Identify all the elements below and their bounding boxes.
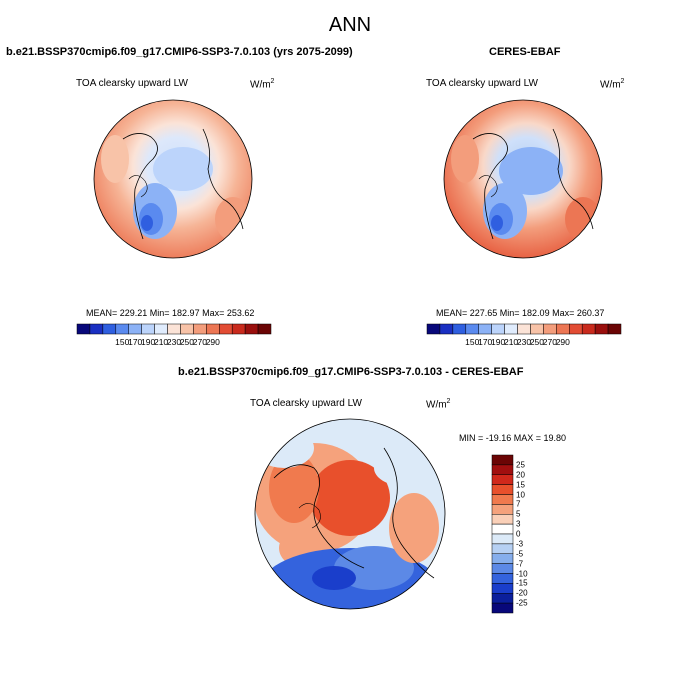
colorbar-3-swatch [491,523,514,535]
colorbar-1-swatch [115,323,129,335]
panel-1-stats: MEAN= 229.21 Min= 182.97 Max= 253.62 [86,308,255,318]
colorbar-1-swatch [128,323,142,335]
colorbar-1-tick-label: 290 [205,337,220,347]
colorbar-2-tick-label: 250 [529,337,545,347]
colorbar-3-swatch [491,543,514,554]
colorbar-1-swatch [231,323,246,335]
panel-3-polar-map [254,418,446,610]
colorbar-1-swatch [219,323,233,335]
colorbar-3-swatch [491,553,514,564]
colorbar-3-swatch [491,504,514,515]
colorbar-3-tick-label: 7 [516,499,521,509]
colorbar-2-tick-label: 170 [478,337,493,347]
colorbar-2-tick-label: 210 [503,337,519,347]
colorbar-2-tick-label: 270 [542,337,557,347]
colorbar-1-swatch [244,323,259,335]
colorbar-2-swatch [556,323,570,335]
colorbar-1-tick-label: 250 [179,337,195,347]
colorbar-3-swatch [491,514,514,525]
colorbar-1-tick-label: 150 [115,337,130,347]
colorbar-3-swatch [491,474,514,485]
panel-2-polar-map [443,99,603,259]
panel-1-variable-label: TOA clearsky upward LW [76,78,188,89]
panel-2-stats: MEAN= 227.65 Min= 182.09 Max= 260.37 [436,308,605,318]
panel-1-colorbar [76,323,272,335]
colorbar-1-tick-label: 230 [166,337,182,347]
colorbar-3-swatch [491,484,514,495]
colorbar-2-tick-label: 230 [516,337,532,347]
colorbar-3-swatch [491,563,514,574]
colorbar-1-swatch [257,323,272,335]
colorbar-3-tick-label: -7 [516,559,524,569]
colorbar-1-swatch [193,323,207,335]
panel-3-colorbar-ticks: 25 20 15 10 7 5 3 0 -3 -5 -7 -10 -15 -20 -25 [516,455,546,613]
colorbar-3-tick-label: -5 [516,549,524,559]
colorbar-3-tick-label: -20 [516,588,528,598]
panel-3-colorbar [491,454,514,614]
panel-3-title: b.e21.BSSP370cmip6.f09_g17.CMIP6-SSP3-7.… [178,366,524,378]
colorbar-1-swatch [180,323,194,335]
panel-3-stats: MIN = -19.16 MAX = 19.80 [459,433,567,443]
panel-2-colorbar-ticks: 150 170 190 210 230 250 270 290 [427,337,621,349]
panel-2-colorbar [426,323,622,335]
colorbar-2-swatch [607,323,622,335]
colorbar-1-swatch [76,323,91,335]
colorbar-3-tick-label: 25 [516,460,525,470]
colorbar-3-tick-label: 0 [516,529,521,539]
colorbar-3-swatch [491,593,514,604]
colorbar-3-tick-label: 3 [516,519,521,529]
colorbar-2-swatch [569,323,583,335]
colorbar-2-swatch [530,323,544,335]
colorbar-1-swatch [89,323,104,335]
colorbar-2-swatch [543,323,557,335]
colorbar-2-swatch [426,323,441,335]
colorbar-3-swatch [491,602,514,614]
colorbar-1-swatch [206,323,220,335]
colorbar-2-swatch [465,323,479,335]
colorbar-1-tick-label: 270 [192,337,207,347]
panel-1-colorbar-ticks: 150 170 190 210 230 250 270 290 [77,337,271,349]
colorbar-3-swatch [491,573,514,584]
colorbar-3-swatch [491,494,514,505]
colorbar-2-tick-label: 190 [491,337,506,347]
panel-1-units: W/m2 [250,78,275,91]
colorbar-1-swatch [167,323,181,335]
colorbar-3-swatch [491,583,514,594]
panel-1-polar-map [93,99,253,259]
colorbar-3-swatch [491,464,514,475]
panel-1-title: b.e21.BSSP370cmip6.f09_g17.CMIP6-SSP3-7.… [6,46,353,58]
colorbar-3-tick-label: -15 [516,578,528,588]
colorbar-1-tick-label: 190 [141,337,156,347]
panel-2-variable-label: TOA clearsky upward LW [426,78,538,89]
colorbar-1-tick-label: 170 [128,337,143,347]
colorbar-3-tick-label: -25 [516,598,528,608]
colorbar-2-swatch [452,323,467,335]
colorbar-3-tick-label: 10 [516,490,525,499]
panel-3-variable-label: TOA clearsky upward LW [250,398,362,409]
colorbar-1-tick-label: 210 [153,337,169,347]
panel-2-units: W/m2 [600,78,625,91]
colorbar-2-swatch [491,323,505,335]
colorbar-3-tick-label: -10 [516,569,528,578]
colorbar-1-swatch [141,323,155,335]
colorbar-2-swatch [517,323,531,335]
colorbar-2-swatch [439,323,454,335]
colorbar-3-tick-label: 15 [516,480,525,490]
colorbar-3-swatch [491,454,514,466]
figure-title: ANN [328,14,372,36]
colorbar-1-swatch [102,323,117,335]
colorbar-3-tick-label: -3 [516,539,524,549]
colorbar-2-tick-label: 150 [465,337,480,347]
colorbar-2-swatch [581,323,596,335]
panel-3-units: W/m2 [426,398,451,411]
colorbar-2-swatch [478,323,492,335]
colorbar-2-swatch [504,323,518,335]
colorbar-2-swatch [594,323,609,335]
colorbar-3-tick-label: 20 [516,470,525,480]
colorbar-3-tick-label: 5 [516,509,521,519]
colorbar-1-swatch [154,323,168,335]
colorbar-3-swatch [491,533,514,545]
panel-2-title: CERES-EBAF [489,46,561,58]
colorbar-2-tick-label: 290 [555,337,570,347]
